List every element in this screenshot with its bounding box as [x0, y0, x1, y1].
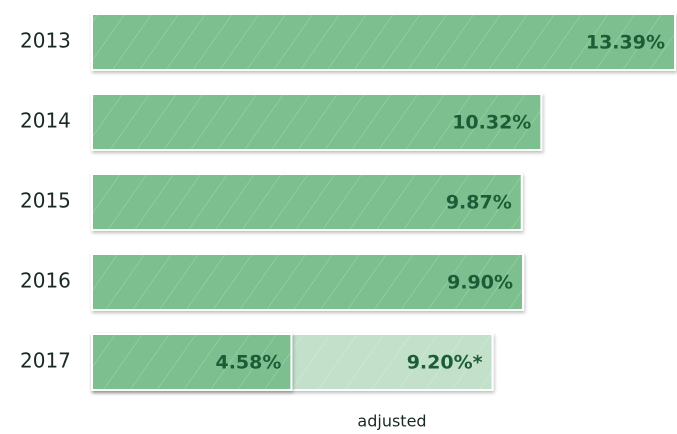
- bar-hatch: [92, 254, 524, 310]
- category-label: 2017: [20, 349, 71, 373]
- bar-hatch: [92, 94, 542, 150]
- category-label: 2016: [20, 269, 71, 293]
- bar-hatch: [92, 174, 522, 230]
- bar-hatch: [92, 14, 675, 70]
- category-label: 2013: [20, 29, 71, 53]
- value-label: 9.20%*: [407, 352, 483, 374]
- category-label: 2015: [20, 189, 71, 213]
- series-note: adjusted: [357, 412, 426, 431]
- category-label: 2014: [20, 109, 71, 133]
- value-label: 4.58%: [215, 352, 281, 374]
- value-label: 9.87%: [446, 192, 512, 214]
- value-label: 13.39%: [586, 32, 665, 54]
- value-label: 9.90%: [447, 272, 513, 294]
- value-label: 10.32%: [452, 112, 531, 134]
- bar-hatch: [92, 334, 292, 390]
